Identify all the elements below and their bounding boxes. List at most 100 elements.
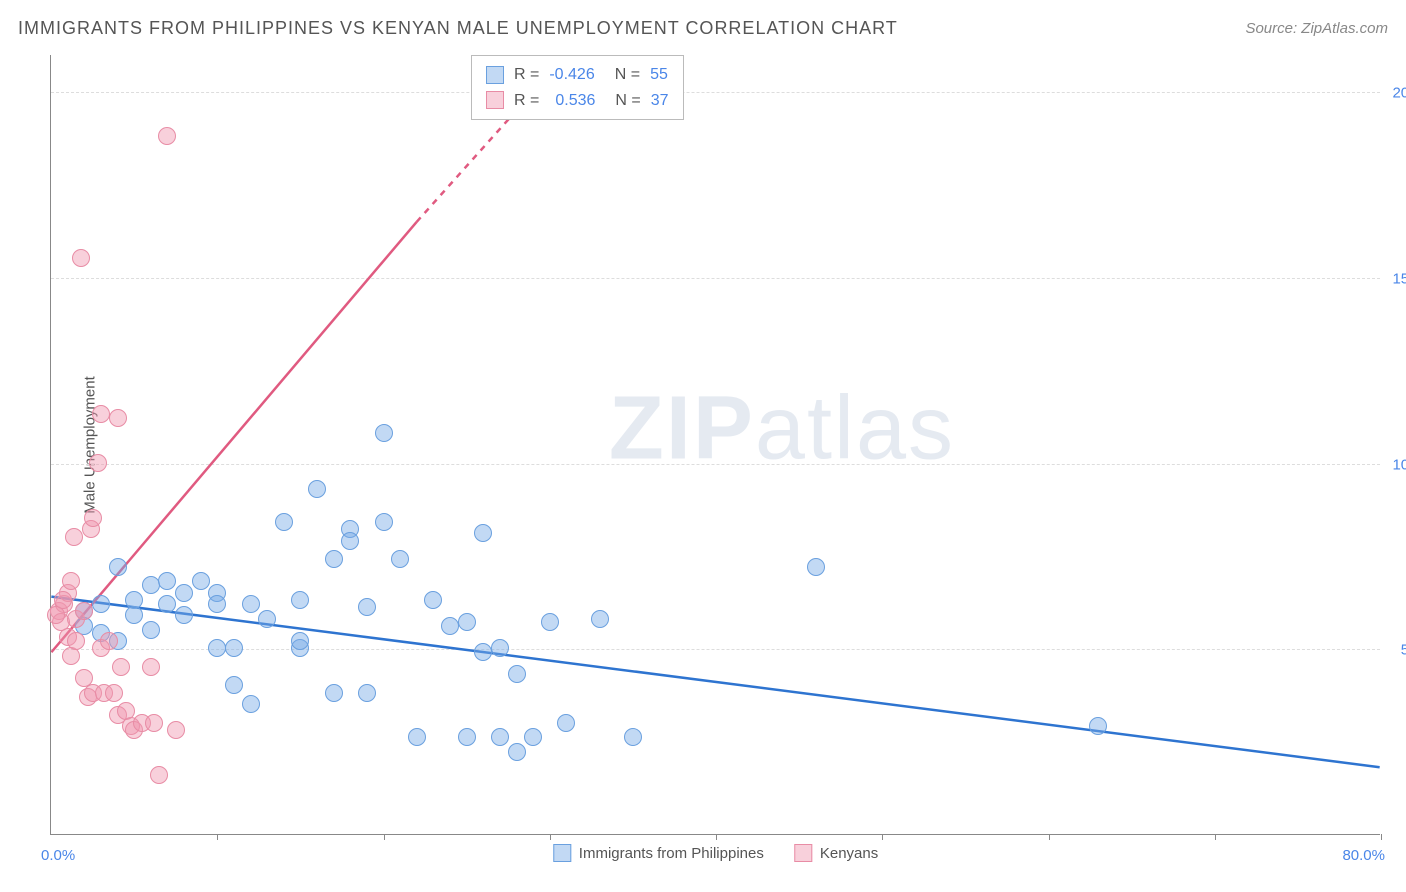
- data-point: [158, 595, 176, 613]
- n-label-2: N =: [615, 88, 640, 114]
- data-point: [125, 606, 143, 624]
- y-tick-label: 15.0%: [1385, 270, 1406, 287]
- legend-label-1: Immigrants from Philippines: [579, 845, 764, 862]
- n-value-1: 55: [650, 62, 668, 88]
- legend-item-2: Kenyans: [794, 844, 878, 862]
- data-point: [1089, 717, 1107, 735]
- data-point: [158, 572, 176, 590]
- data-point: [225, 676, 243, 694]
- legend-item-1: Immigrants from Philippines: [553, 844, 764, 862]
- x-axis-max-label: 80.0%: [1342, 847, 1385, 864]
- data-point: [65, 528, 83, 546]
- correlation-row-2: R = 0.536 N = 37: [486, 88, 669, 114]
- data-point: [192, 572, 210, 590]
- data-point: [391, 550, 409, 568]
- data-point: [291, 591, 309, 609]
- data-point: [341, 532, 359, 550]
- swatch-series-2: [486, 91, 504, 109]
- data-point: [105, 684, 123, 702]
- gridline: 5.0%: [51, 649, 1380, 650]
- data-point: [92, 405, 110, 423]
- data-point: [408, 728, 426, 746]
- data-point: [72, 249, 90, 267]
- data-point: [508, 665, 526, 683]
- data-point: [208, 595, 226, 613]
- data-point: [591, 610, 609, 628]
- data-point: [441, 617, 459, 635]
- bottom-legend: Immigrants from Philippines Kenyans: [553, 844, 878, 862]
- data-point: [358, 598, 376, 616]
- data-point: [375, 424, 393, 442]
- data-point: [109, 409, 127, 427]
- data-point: [112, 658, 130, 676]
- y-axis-title: Male Unemployment: [81, 376, 98, 514]
- data-point: [458, 613, 476, 631]
- data-point: [807, 558, 825, 576]
- r-value-2: 0.536: [555, 88, 595, 114]
- data-point: [541, 613, 559, 631]
- gridline: 20.0%: [51, 92, 1380, 93]
- data-point: [142, 576, 160, 594]
- data-point: [242, 695, 260, 713]
- data-point: [458, 728, 476, 746]
- y-tick-label: 10.0%: [1385, 456, 1406, 473]
- x-tick: [882, 834, 883, 840]
- legend-swatch-2: [794, 844, 812, 862]
- plot-area: Male Unemployment 5.0% 10.0% 15.0% 20.0% 0.…: [50, 55, 1380, 835]
- data-point: [175, 584, 193, 602]
- legend-label-2: Kenyans: [820, 845, 878, 862]
- data-point: [474, 643, 492, 661]
- data-point: [491, 639, 509, 657]
- data-point: [84, 509, 102, 527]
- data-point: [424, 591, 442, 609]
- data-point: [145, 714, 163, 732]
- data-point: [624, 728, 642, 746]
- data-point: [150, 766, 168, 784]
- data-point: [175, 606, 193, 624]
- data-point: [109, 558, 127, 576]
- swatch-series-1: [486, 66, 504, 84]
- data-point: [242, 595, 260, 613]
- data-point: [258, 610, 276, 628]
- data-point: [308, 480, 326, 498]
- data-point: [491, 728, 509, 746]
- data-point: [508, 743, 526, 761]
- data-point: [92, 595, 110, 613]
- data-point: [275, 513, 293, 531]
- x-tick: [716, 834, 717, 840]
- gridline: 15.0%: [51, 278, 1380, 279]
- x-tick: [217, 834, 218, 840]
- data-point: [100, 632, 118, 650]
- x-tick: [1049, 834, 1050, 840]
- data-point: [62, 572, 80, 590]
- data-point: [54, 591, 72, 609]
- data-point: [291, 632, 309, 650]
- regression-lines: [51, 55, 1380, 834]
- watermark: ZIPatlas: [609, 377, 955, 480]
- n-value-2: 37: [651, 88, 669, 114]
- r-value-1: -0.426: [549, 62, 594, 88]
- source-label: Source: ZipAtlas.com: [1245, 20, 1388, 37]
- legend-swatch-1: [553, 844, 571, 862]
- data-point: [375, 513, 393, 531]
- y-tick-label: 20.0%: [1385, 85, 1406, 102]
- correlation-legend: R = -0.426 N = 55 R = 0.536 N = 37: [471, 55, 684, 120]
- data-point: [67, 632, 85, 650]
- data-point: [142, 621, 160, 639]
- data-point: [474, 524, 492, 542]
- data-point: [325, 550, 343, 568]
- data-point: [208, 639, 226, 657]
- x-tick: [550, 834, 551, 840]
- r-label-1: R =: [514, 62, 539, 88]
- x-tick: [1215, 834, 1216, 840]
- r-label-2: R =: [514, 88, 539, 114]
- data-point: [358, 684, 376, 702]
- n-label-1: N =: [615, 62, 640, 88]
- chart-title: IMMIGRANTS FROM PHILIPPINES VS KENYAN MA…: [18, 18, 898, 39]
- gridline: 10.0%: [51, 464, 1380, 465]
- correlation-row-1: R = -0.426 N = 55: [486, 62, 669, 88]
- data-point: [325, 684, 343, 702]
- data-point: [167, 721, 185, 739]
- x-tick: [384, 834, 385, 840]
- data-point: [158, 127, 176, 145]
